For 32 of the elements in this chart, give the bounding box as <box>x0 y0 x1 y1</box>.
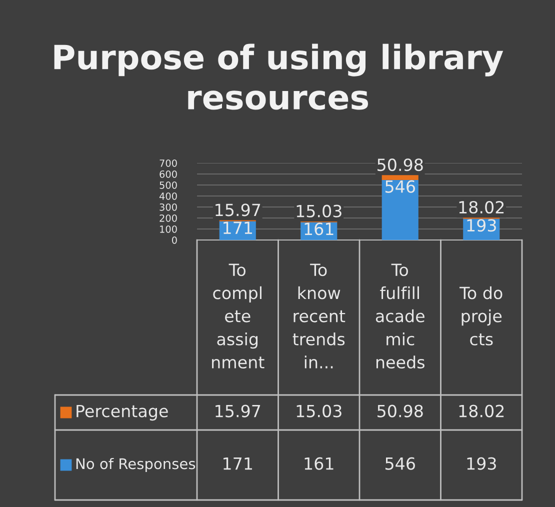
annotation: 15.97 <box>216 204 260 216</box>
x-tick-label: To know recent trends in... <box>292 264 346 368</box>
chart-title: Purpose of using library resources <box>54 44 504 110</box>
data-label: 171 <box>224 457 252 470</box>
annotation: 171 <box>224 222 252 234</box>
bar <box>382 180 418 240</box>
annotation: 18.02 <box>459 200 504 214</box>
x-tick-label: To do projects <box>460 286 502 346</box>
data-label: 546 <box>386 457 415 470</box>
annotation: 50.98 <box>378 158 423 172</box>
y-tick-label: 0 <box>172 236 177 244</box>
x-tick-label: To complete assignment <box>212 264 264 369</box>
data-label: 15.03 <box>296 404 342 418</box>
data-label: 193 <box>467 457 496 470</box>
y-tick-label: 100 <box>160 225 177 233</box>
legend-label: Percentage <box>76 404 168 421</box>
data-label: 18.02 <box>459 404 504 418</box>
y-tick-label: 500 <box>160 181 177 189</box>
x-tick-label: To fulfill academic needs <box>376 264 424 369</box>
annotation: 193 <box>467 219 496 232</box>
annotation: 15.03 <box>296 204 342 218</box>
legend-label: No of Responses <box>76 458 196 472</box>
y-tick-label: 600 <box>160 170 177 178</box>
y-tick-label: 300 <box>160 203 177 211</box>
data-label: 50.98 <box>378 404 423 418</box>
y-tick-label: 200 <box>160 214 177 222</box>
annotation: 161 <box>304 222 334 236</box>
data-label: 161 <box>304 457 334 470</box>
y-tick-label: 400 <box>159 192 177 200</box>
y-tick-label: 700 <box>160 159 177 167</box>
annotation: 546 <box>386 180 415 193</box>
data-label: 15.97 <box>216 404 260 418</box>
